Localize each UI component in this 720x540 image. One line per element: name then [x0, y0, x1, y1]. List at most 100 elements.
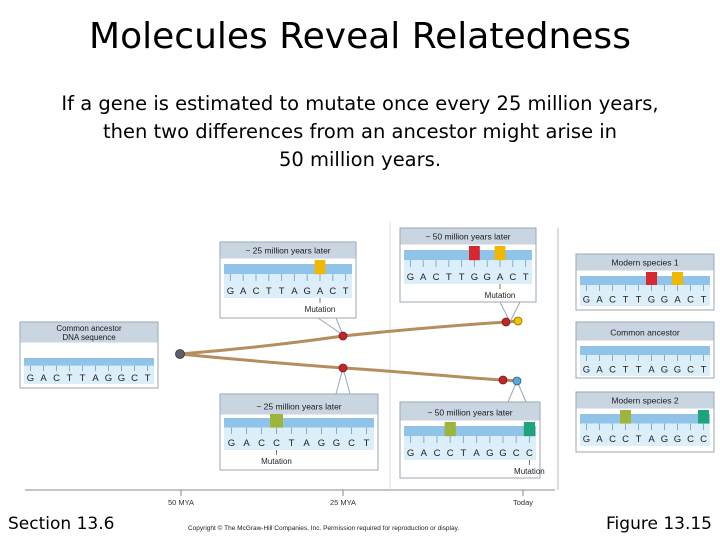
dna-base: T: [701, 294, 707, 305]
dna-base: C: [348, 438, 355, 449]
mutation-highlight: [444, 422, 456, 437]
dna-backbone-top: [224, 264, 352, 275]
mutation-label: Mutation: [485, 291, 516, 300]
dna-base: A: [596, 364, 603, 375]
dna-base: C: [687, 364, 694, 375]
panel-header-band: [576, 254, 714, 271]
mutation-highlight: [270, 414, 283, 428]
section-label: Section 13.6: [8, 514, 115, 534]
dna-base: C: [447, 448, 454, 459]
dna-base: G: [583, 364, 590, 375]
mutation-label: Mutation: [261, 457, 292, 466]
dna-base: C: [622, 434, 629, 445]
dna-base: T: [701, 364, 707, 375]
dna-base: C: [526, 448, 533, 459]
dna-base: A: [92, 373, 99, 384]
subtitle-line-1: If a gene is estimated to mutate once ev…: [61, 92, 659, 115]
dna-base: A: [596, 294, 603, 305]
dna-base: A: [497, 272, 504, 283]
dna-backbone-top: [580, 346, 710, 355]
dna-base: G: [27, 373, 34, 384]
dna-base: G: [648, 294, 655, 305]
dna-base: G: [333, 438, 340, 449]
dna-base: A: [473, 448, 480, 459]
dna-base: T: [343, 286, 349, 297]
dna-base: G: [484, 272, 491, 283]
dna-base: A: [303, 438, 310, 449]
dna-base: T: [67, 373, 73, 384]
panel-header-text: ~ 25 million years later: [245, 246, 330, 256]
figure-label: Figure 13.15: [606, 514, 712, 534]
panel-header-text: Modern species 1: [611, 258, 678, 268]
dna-base: G: [471, 272, 478, 283]
dna-base: C: [253, 286, 260, 297]
dna-base: A: [240, 286, 247, 297]
panel-header-text: ~ 50 million years later: [425, 232, 510, 242]
panel-header-band: [20, 322, 158, 343]
dna-base: T: [80, 373, 86, 384]
dna-base: G: [318, 438, 325, 449]
node-lower-50-red: [498, 375, 508, 385]
dna-backbone-top: [224, 418, 374, 428]
panel-modern-species-1: Modern species 1G A C T T G G A C T: [575, 253, 715, 311]
dna-base: T: [623, 294, 629, 305]
dna-base: A: [648, 434, 655, 445]
dna-base: A: [420, 272, 427, 283]
dna-base: A: [291, 286, 298, 297]
dna-base: C: [687, 294, 694, 305]
dna-base: G: [407, 448, 414, 459]
dna-base: T: [623, 364, 629, 375]
panel-header-text: Modern species 2: [611, 396, 678, 406]
dna-base: T: [636, 364, 642, 375]
mutation-label: Mutation: [305, 305, 336, 314]
panel-header-band: [576, 322, 714, 341]
dna-backbone-top: [404, 426, 536, 437]
dna-base: G: [583, 294, 590, 305]
dna-base: C: [700, 434, 707, 445]
slide-subtitle: If a gene is estimated to mutate once ev…: [40, 90, 680, 174]
dna-base: T: [145, 373, 151, 384]
dna-base: C: [509, 272, 516, 283]
panel-header-text: DNA sequence: [62, 333, 116, 342]
subtitle-line-3: 50 million years.: [278, 148, 442, 171]
mutation-highlight: [314, 260, 326, 275]
dna-backbone-top: [580, 414, 710, 424]
dna-base: G: [661, 434, 668, 445]
panel-header-band: [576, 392, 714, 409]
dna-base: T: [279, 286, 285, 297]
mutation-highlight: [620, 410, 631, 424]
node-upper-25: [338, 331, 348, 341]
tick-label-25-mya: 25 MYA: [330, 498, 356, 507]
node-lower-25: [338, 363, 348, 373]
copyright-notice: Copyright © The McGraw-Hill Companies, I…: [188, 525, 460, 532]
dna-base: T: [636, 434, 642, 445]
mutation-label: Mutation: [514, 467, 545, 476]
tick-label-today: Today: [513, 498, 533, 507]
node-ancestor: [175, 349, 185, 359]
mutation-highlight: [646, 272, 657, 285]
dna-base: C: [131, 373, 138, 384]
mutation-highlight: [672, 272, 683, 285]
dna-base: G: [304, 286, 311, 297]
panel-header-text: ~ 25 million years later: [256, 402, 341, 412]
dna-base: G: [118, 373, 125, 384]
dna-base: G: [499, 448, 506, 459]
panel-modern-species-2: Modern species 2G A C C T A G G C C: [575, 391, 715, 453]
dna-base: T: [460, 448, 466, 459]
mutation-highlight: [469, 246, 480, 261]
dna-backbone-top: [580, 276, 710, 285]
panel-header-text: ~ 50 million years later: [427, 408, 512, 418]
node-upper-50-red: [501, 317, 511, 327]
dna-base: A: [421, 448, 428, 459]
dna-base: C: [434, 448, 441, 459]
slide-title: Molecules Reveal Relatedness: [89, 16, 631, 57]
subtitle-line-2: then two differences from an ancestor mi…: [102, 120, 618, 143]
panel-header-band: [220, 242, 356, 259]
panel-header-text: Common ancestor: [610, 328, 680, 338]
mutation-highlight: [494, 246, 506, 261]
dna-base: G: [661, 364, 668, 375]
